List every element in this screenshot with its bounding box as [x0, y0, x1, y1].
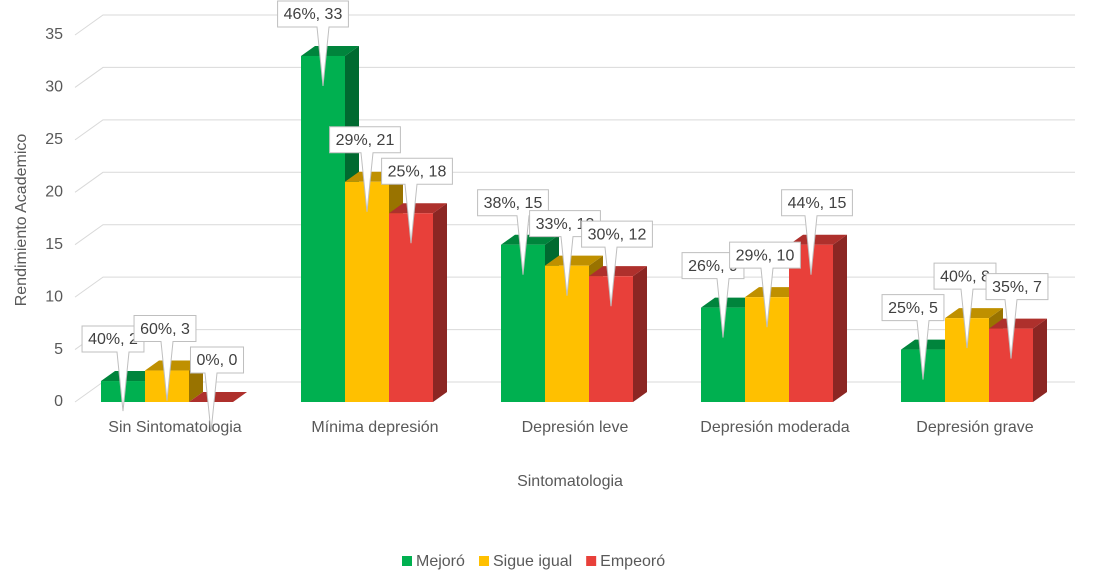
- data-label: 40%, 8: [933, 262, 997, 349]
- x-tick-label: Depresión leve: [522, 419, 629, 436]
- x-tick-label: Depresión grave: [916, 419, 1034, 436]
- data-label-box: [133, 315, 197, 401]
- bar-top: [789, 234, 847, 245]
- grid-line: [74, 224, 1075, 246]
- bar-top: [101, 371, 159, 382]
- data-label: 25%, 18: [381, 157, 453, 244]
- bar-front: [345, 181, 389, 402]
- y-tick-label: 10: [45, 288, 63, 305]
- data-label-text: 33%, 13: [536, 216, 595, 233]
- bar-front: [389, 213, 433, 402]
- data-label-text: 40%, 8: [940, 268, 990, 285]
- data-label-text: 44%, 15: [788, 195, 847, 212]
- y-tick-label: 35: [45, 26, 63, 43]
- data-label: 0%, 0: [189, 346, 245, 433]
- bar: [589, 266, 647, 402]
- data-label-text: 35%, 7: [992, 279, 1042, 296]
- data-label: 60%, 3: [133, 315, 197, 401]
- grid-line: [74, 119, 1075, 141]
- data-label: 25%, 5: [881, 294, 945, 380]
- data-label-box: [729, 241, 801, 328]
- bar-top: [389, 203, 447, 214]
- legend-label: Empeoró: [600, 553, 665, 570]
- x-axis-title: Sintomatologia: [517, 473, 623, 490]
- bar: [189, 392, 247, 402]
- grid-line: [74, 66, 1075, 88]
- legend-swatch: [586, 556, 597, 566]
- data-label-box: [933, 262, 997, 349]
- data-label-text: 29%, 21: [336, 132, 395, 149]
- y-tick-label: 25: [45, 131, 63, 148]
- data-label-text: 40%, 2: [88, 331, 138, 348]
- bar-side: [433, 203, 447, 402]
- bar-top: [901, 339, 959, 350]
- data-label: 29%, 21: [329, 126, 401, 212]
- data-label: 29%, 10: [729, 241, 801, 328]
- bar-top: [145, 360, 203, 371]
- data-label-text: 29%, 10: [736, 247, 795, 264]
- data-label-box: [381, 157, 453, 244]
- bar-top: [945, 308, 1003, 319]
- bar-top: [189, 392, 247, 402]
- legend-swatch: [479, 556, 490, 566]
- data-label: 35%, 7: [985, 273, 1049, 359]
- bar-top: [589, 266, 647, 277]
- bar-front: [301, 55, 345, 402]
- data-label-text: 30%, 12: [588, 226, 647, 243]
- data-label-box: [881, 294, 945, 380]
- bar-top: [545, 255, 603, 266]
- grid-line: [74, 171, 1075, 193]
- data-label-text: 26%, 9: [688, 258, 738, 275]
- legend: Mejoró Sigue igual Empeoró: [402, 553, 665, 570]
- bar: [989, 318, 1047, 402]
- data-label-box: [781, 189, 853, 275]
- legend-label: Mejoró: [416, 553, 465, 570]
- data-label-box: [985, 273, 1049, 359]
- data-label-box: [277, 0, 349, 87]
- data-label-text: 0%, 0: [197, 352, 238, 369]
- data-label-text: 25%, 5: [888, 300, 938, 317]
- legend-label: Sigue igual: [493, 553, 572, 570]
- data-label-text: 25%, 18: [388, 163, 447, 180]
- legend-swatch: [402, 556, 412, 566]
- data-label-box: [329, 126, 401, 212]
- bar-side: [833, 234, 847, 402]
- x-tick-label: Sin Sintomatologia: [108, 419, 242, 436]
- bar: [389, 203, 447, 402]
- x-tick-label: Depresión moderada: [700, 419, 850, 436]
- y-axis-title: Rendimiento Academico: [13, 134, 30, 307]
- data-label: 46%, 33: [277, 0, 349, 87]
- grid-line: [74, 276, 1075, 298]
- grid-line: [74, 14, 1075, 36]
- data-label-text: 38%, 15: [484, 195, 543, 212]
- bar-top: [301, 45, 359, 56]
- y-tick-label: 0: [54, 393, 63, 410]
- y-tick-label: 5: [54, 341, 63, 358]
- data-label-box: [581, 220, 653, 307]
- y-tick-label: 30: [45, 79, 63, 96]
- bar-side: [633, 266, 647, 402]
- bar-top: [745, 287, 803, 298]
- y-tick-label: 15: [45, 236, 63, 253]
- bar-top: [501, 234, 559, 245]
- data-label-text: 46%, 33: [284, 6, 343, 23]
- y-tick-label: 20: [45, 184, 63, 201]
- data-label: 44%, 15: [781, 189, 853, 275]
- data-label-box: [189, 346, 245, 433]
- bar-top: [989, 318, 1047, 329]
- bar: [789, 234, 847, 402]
- x-tick-label: Mínima depresión: [311, 419, 438, 436]
- bar-side: [1033, 318, 1047, 402]
- data-label-text: 60%, 3: [140, 321, 190, 338]
- bar-top: [701, 297, 759, 308]
- data-label: 30%, 12: [581, 220, 653, 307]
